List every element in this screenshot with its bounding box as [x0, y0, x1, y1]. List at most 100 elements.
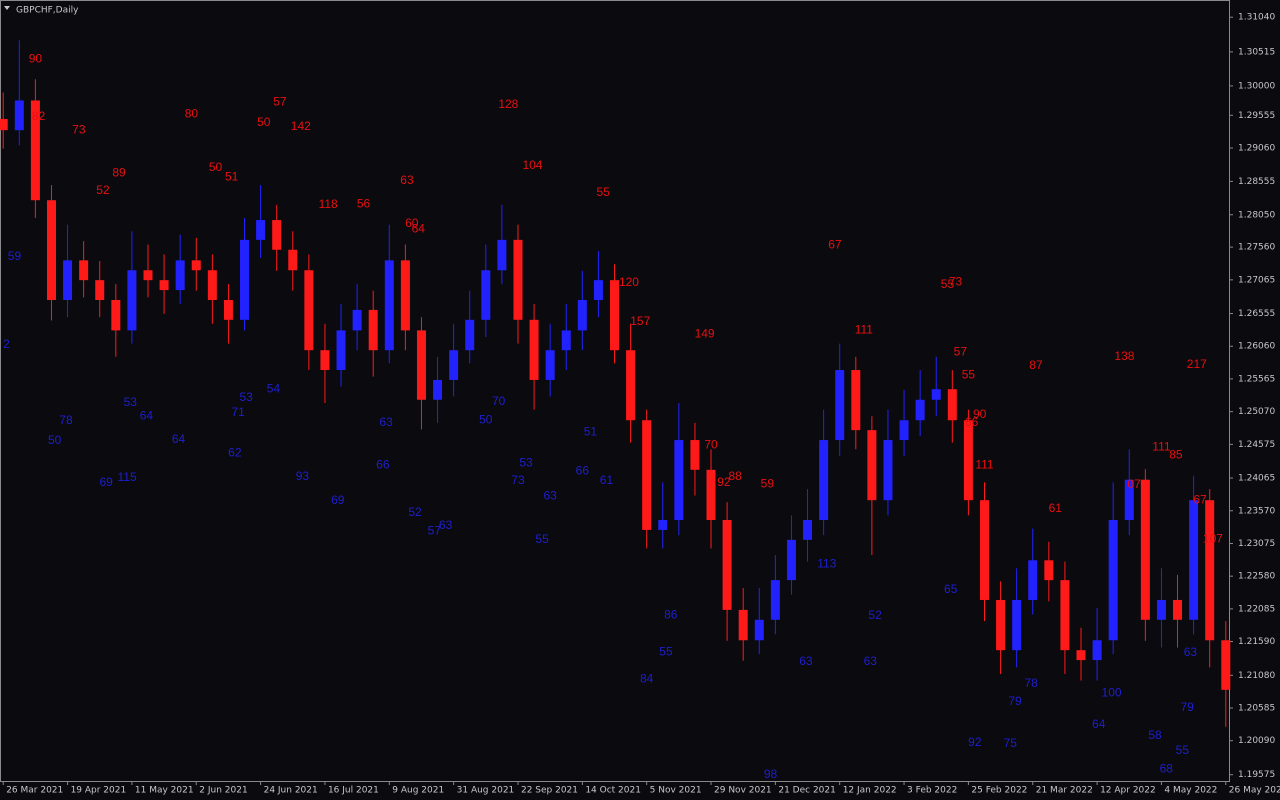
- value-annotation: 57: [273, 95, 287, 109]
- value-annotation: 63: [864, 654, 878, 668]
- candle-body: [143, 270, 153, 281]
- candle-body: [95, 280, 105, 300]
- candle-body: [223, 299, 233, 320]
- candle-body: [1221, 640, 1231, 690]
- value-annotation: 55: [962, 367, 976, 381]
- candle-body: [899, 420, 909, 441]
- candle-body: [1173, 599, 1183, 620]
- value-annotation: 98: [764, 767, 778, 781]
- value-annotation: 107: [1203, 531, 1223, 545]
- x-tick-label: 12 Jan 2022: [843, 786, 897, 796]
- candle-body: [30, 100, 40, 201]
- candle-body: [851, 370, 861, 431]
- value-annotation: 56: [357, 196, 371, 210]
- value-annotation: 111: [1152, 440, 1171, 454]
- y-tick-label: 1.22085: [1238, 604, 1275, 614]
- value-annotation: 149: [695, 327, 715, 341]
- candle-body: [46, 200, 56, 300]
- candle-body: [336, 330, 346, 371]
- chart-title: GBPCHF,Daily: [16, 6, 79, 16]
- value-annotation: 54: [267, 381, 281, 395]
- candle-body: [449, 350, 459, 380]
- candle-body: [593, 280, 603, 300]
- candle-body: [722, 520, 732, 610]
- candle-body: [352, 309, 362, 331]
- candle-body: [867, 430, 877, 501]
- y-tick-label: 1.19575: [1238, 770, 1275, 780]
- value-annotation: 51: [584, 424, 598, 438]
- candle-body: [256, 220, 266, 240]
- value-annotation: 61: [600, 473, 614, 487]
- value-annotation: 87: [1029, 358, 1043, 372]
- x-tick-label: 5 Nov 2021: [650, 786, 702, 796]
- value-annotation: 63: [799, 654, 813, 668]
- value-annotation: 62: [228, 445, 242, 459]
- candle-body: [1205, 500, 1215, 641]
- value-annotation: 90: [973, 407, 987, 421]
- candle-body: [1189, 500, 1199, 620]
- value-annotation: 88: [728, 469, 742, 483]
- candle-body: [786, 539, 796, 581]
- x-tick-label: 9 Aug 2021: [392, 786, 444, 796]
- y-tick-label: 1.27560: [1238, 243, 1275, 253]
- candle-body: [513, 239, 523, 320]
- value-annotation: 84: [640, 671, 654, 685]
- value-annotation: 64: [172, 432, 186, 446]
- x-tick-label: 31 Aug 2021: [457, 786, 515, 796]
- x-tick-label: 12 Apr 2022: [1100, 786, 1156, 796]
- candle-body: [1012, 599, 1022, 651]
- value-annotation: 67: [1193, 492, 1207, 506]
- candle-body: [1108, 520, 1118, 641]
- value-annotation: 85: [1169, 447, 1183, 461]
- value-annotation: 65: [944, 582, 958, 596]
- value-annotation: 63: [400, 173, 414, 187]
- value-annotation: 115: [118, 470, 137, 484]
- value-annotation: 50: [479, 412, 493, 426]
- value-annotation: 63: [439, 518, 453, 532]
- candle-body: [304, 270, 314, 351]
- value-annotation: 07: [1127, 477, 1141, 491]
- candle-body: [979, 500, 989, 600]
- candle-body: [996, 599, 1006, 651]
- candle-body: [1060, 580, 1070, 651]
- value-annotation: 57: [428, 523, 442, 537]
- value-annotation: 55: [941, 277, 955, 291]
- y-tick-label: 1.23075: [1238, 539, 1275, 549]
- value-annotation: 64: [140, 408, 154, 422]
- y-tick-label: 1.28050: [1238, 210, 1275, 220]
- candle-body: [626, 350, 636, 421]
- candle-body: [0, 118, 8, 131]
- candle-body: [609, 280, 620, 351]
- candle-body: [14, 100, 24, 131]
- y-tick-label: 1.26555: [1238, 309, 1275, 319]
- candle-body: [272, 220, 282, 250]
- value-annotation: 52: [408, 505, 422, 519]
- value-annotation: 64: [1092, 717, 1106, 731]
- y-tick-label: 1.29555: [1238, 111, 1275, 121]
- x-tick-label: 29 Nov 2021: [714, 786, 772, 796]
- value-annotation: 63: [543, 488, 557, 502]
- candle-body: [79, 260, 89, 281]
- candle-body: [320, 350, 330, 371]
- y-tick-label: 1.31040: [1238, 13, 1275, 23]
- candle-body: [207, 270, 217, 300]
- value-annotation: 71: [231, 405, 245, 419]
- y-tick-label: 1.30000: [1238, 81, 1275, 91]
- candle-body: [770, 580, 780, 620]
- candle-body: [690, 440, 700, 470]
- value-annotation: 50: [257, 115, 271, 129]
- candle-body: [561, 330, 571, 351]
- y-tick-label: 1.25565: [1238, 374, 1275, 384]
- x-tick-label: 11 May 2021: [135, 786, 194, 796]
- candle-body: [159, 280, 169, 291]
- candle-body: [819, 440, 829, 521]
- candle-body: [931, 389, 941, 400]
- candle-body: [577, 299, 587, 331]
- x-tick-label: 3 Feb 2022: [907, 786, 957, 796]
- value-annotation: 55: [597, 185, 611, 199]
- value-annotation: 67: [828, 237, 842, 251]
- x-tick-label: 14 Oct 2021: [585, 786, 641, 796]
- value-annotation: 55: [659, 644, 673, 658]
